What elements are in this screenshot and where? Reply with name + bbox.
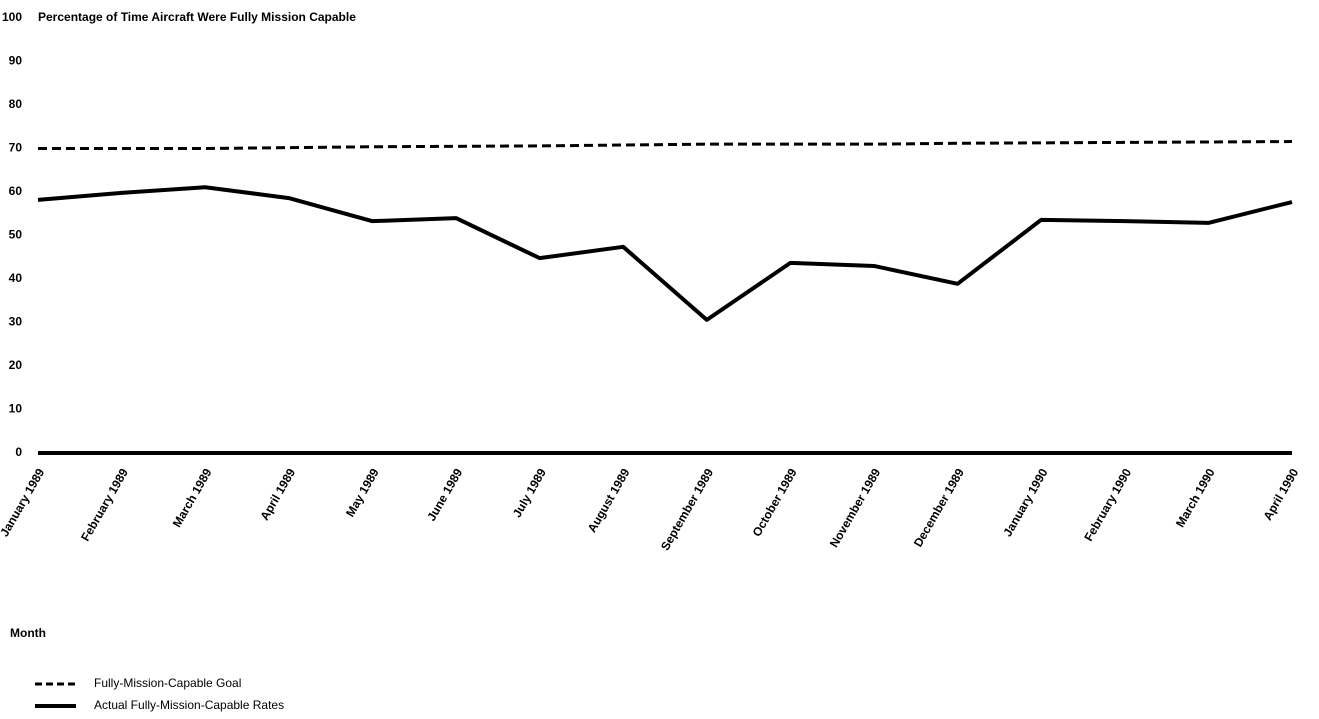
y-tick-label: 50 [9,228,23,242]
y-tick-label: 80 [9,97,23,111]
x-axis-label: Month [10,626,46,640]
y-tick-label: 70 [9,141,23,155]
x-tick-label: March 1989 [170,466,215,530]
line-series [37,185,1293,322]
x-tick-label: July 1989 [510,466,549,520]
chart-title: Percentage of Time Aircraft Were Fully M… [38,10,356,24]
y-tick-label: 30 [9,315,23,329]
x-tick-label: March 1990 [1173,466,1218,530]
x-tick-label: December 1989 [911,466,967,550]
x-tick-label: September 1989 [658,466,716,553]
y-tick-label: 40 [9,271,23,285]
x-tick-label: April 1990 [1261,466,1302,523]
x-tick-label: August 1989 [585,466,633,535]
x-tick-label: April 1989 [257,466,298,523]
legend-label: Actual Fully-Mission-Capable Rates [94,698,284,712]
x-tick-label: January 1990 [1000,466,1050,539]
y-tick-label: 60 [9,184,23,198]
y-tick-label: 20 [9,358,23,372]
x-tick-label: November 1989 [827,466,884,550]
x-tick-label: February 1989 [78,466,131,544]
x-tick-label: October 1989 [750,466,800,539]
line-series [38,140,1293,150]
x-tick-label: January 1989 [0,466,48,539]
y-tick-label: 10 [9,402,23,416]
legend-label: Fully-Mission-Capable Goal [94,676,241,690]
y-tick-label: 100 [2,10,22,24]
x-tick-label: February 1990 [1081,466,1134,544]
x-tick-label: June 1989 [424,466,465,524]
y-tick-label: 90 [9,54,23,68]
x-tick-label: May 1989 [343,466,382,520]
y-tick-label: 0 [15,445,22,459]
